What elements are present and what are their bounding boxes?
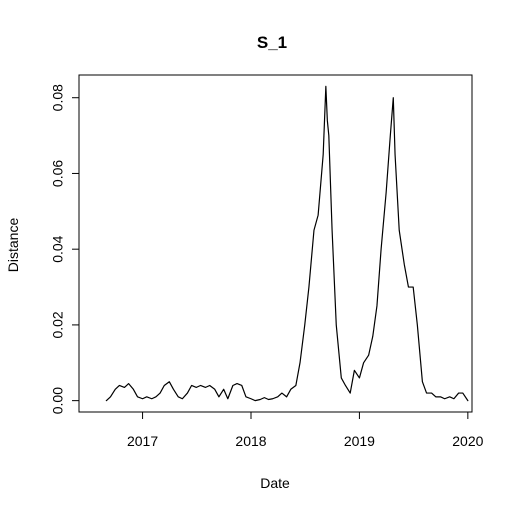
y-tick-label: 0.06 [50,160,66,187]
x-axis-label: Date [260,475,290,491]
y-axis-label: Distance [5,218,21,273]
x-tick-label: 2018 [235,433,266,449]
y-tick-label: 0.04 [50,235,66,262]
plot-frame [78,74,473,413]
y-axis: 0.00 0.02 0.04 0.06 0.08 [50,84,80,414]
y-tick-label: 0.08 [50,84,66,111]
x-tick-label: 2019 [344,433,375,449]
series-line [105,85,469,402]
y-tick-label: 0.02 [50,311,66,338]
x-tick-label: 2017 [127,433,158,449]
y-tick-label: 0.00 [50,387,66,414]
chart-title: S_1 [257,33,287,52]
x-axis: 2017 2018 2019 2020 [127,411,484,449]
x-tick-label: 2020 [452,433,483,449]
